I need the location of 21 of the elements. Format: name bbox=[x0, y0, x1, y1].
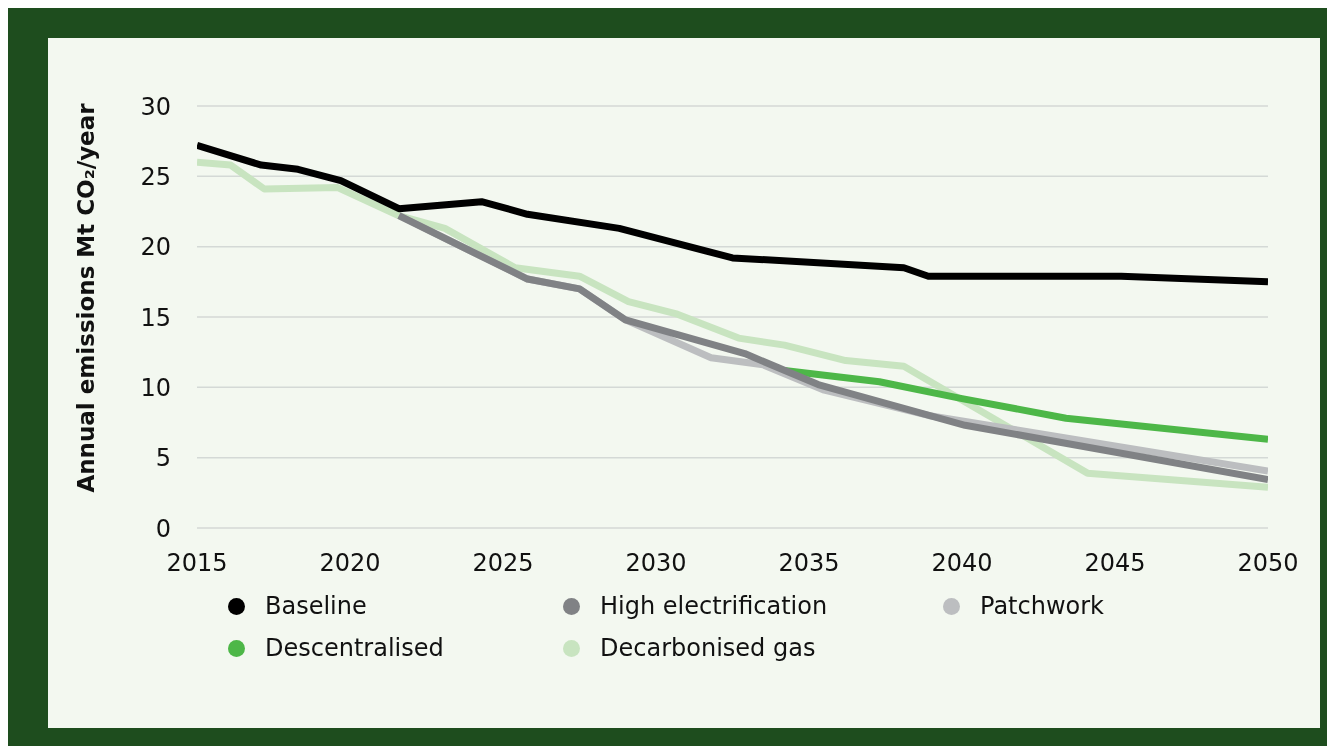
x-tick-label: 2040 bbox=[931, 549, 993, 578]
x-tick-label: 2050 bbox=[1237, 549, 1299, 578]
y-tick-label: 30 bbox=[140, 92, 171, 121]
x-tick-label: 2015 bbox=[166, 549, 228, 578]
x-tick-label: 2025 bbox=[472, 549, 534, 578]
x-tick-label: 2020 bbox=[319, 549, 381, 578]
legend-label: Patchwork bbox=[980, 592, 1104, 620]
x-tick-label: 2035 bbox=[778, 549, 840, 578]
legend-label: Decarbonised gas bbox=[600, 634, 816, 662]
y-tick-label: 5 bbox=[155, 444, 171, 473]
x-tick-label: 2045 bbox=[1084, 549, 1146, 578]
y-tick-label: 15 bbox=[140, 303, 171, 332]
y-tick-label: 10 bbox=[140, 373, 171, 402]
y-tick-label: 0 bbox=[155, 514, 171, 543]
x-tick-label: 2030 bbox=[625, 549, 687, 578]
legend-label: Baseline bbox=[265, 592, 367, 620]
legend-label: High electrification bbox=[600, 592, 828, 620]
y-tick-label: 20 bbox=[140, 233, 171, 262]
y-axis-title: Annual emissions Mt CO₂/year bbox=[73, 103, 100, 493]
y-tick-label: 25 bbox=[140, 162, 171, 191]
legend-label: Descentralised bbox=[265, 634, 444, 662]
